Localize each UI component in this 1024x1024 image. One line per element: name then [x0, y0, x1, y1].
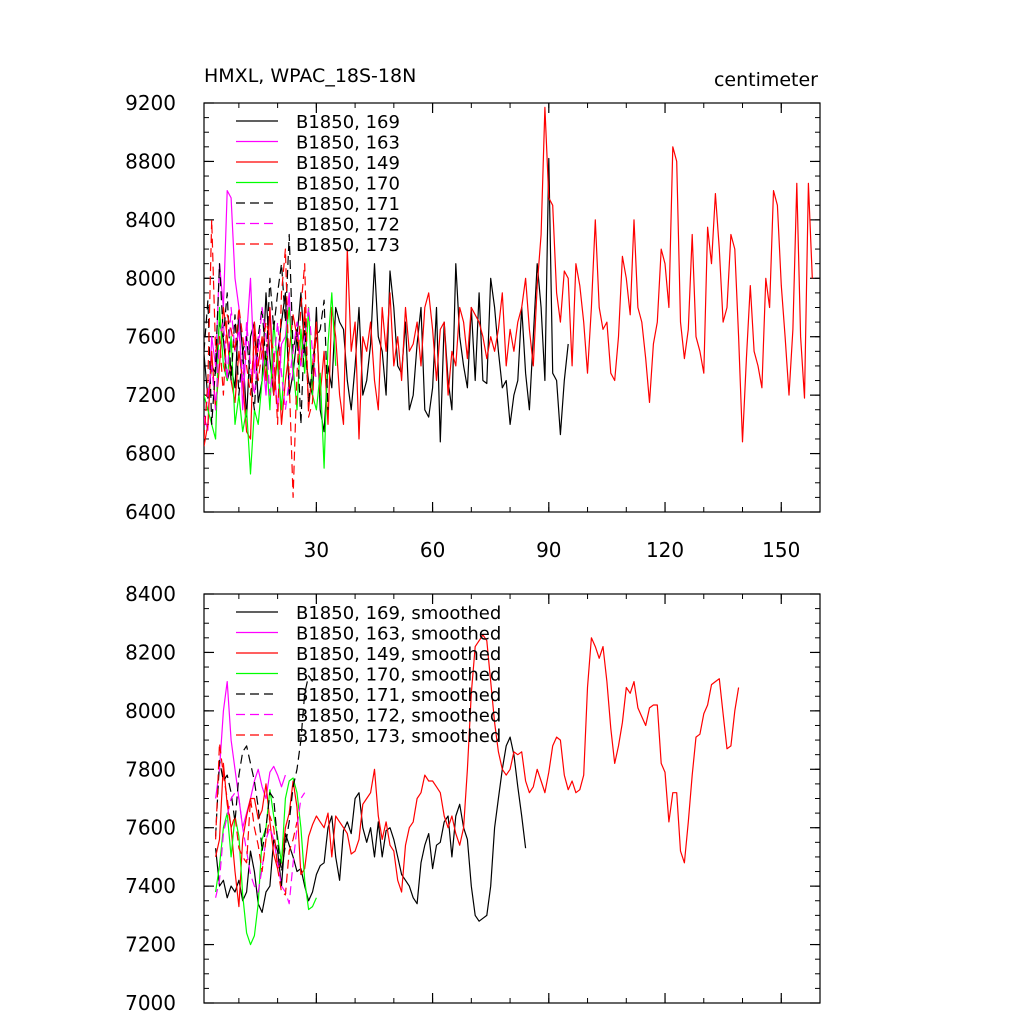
series-line-6 [204, 306, 317, 425]
legend-label: B1850, 171, smoothed [296, 685, 501, 706]
series-line-3 [215, 634, 740, 908]
x-tick-label: 90 [536, 538, 561, 562]
y-tick-label: 6400 [125, 500, 176, 524]
legend-label: B1850, 171 [296, 194, 400, 215]
x-tick-label: 60 [420, 538, 445, 562]
y-tick-label: 6800 [125, 442, 176, 466]
series-line-1 [204, 157, 569, 443]
y-tick-label: 8400 [125, 208, 176, 232]
y-tick-label: 8400 [125, 582, 176, 606]
y-tick-label: 7800 [125, 757, 176, 781]
y-tick-label: 8800 [125, 149, 176, 173]
series-line-7 [204, 219, 317, 498]
y-tick-label: 8200 [125, 640, 176, 664]
units-label: centimeter [714, 69, 818, 91]
y-tick-label: 8000 [125, 699, 176, 723]
legend-label: B1850, 173 [296, 235, 400, 256]
series-group [204, 106, 813, 498]
y-tick-label: 7600 [125, 816, 176, 840]
series-line-2 [204, 190, 294, 431]
y-tick-label: 7600 [125, 325, 176, 349]
series-line-4 [204, 292, 337, 475]
x-tick-label: 30 [304, 538, 329, 562]
y-tick-label: 7200 [125, 933, 176, 957]
legend-label: B1850, 149, smoothed [296, 644, 501, 665]
y-tick-label: 7200 [125, 383, 176, 407]
series-group [215, 634, 740, 946]
y-tick-label: 7000 [125, 991, 176, 1015]
series-line-1 [215, 736, 527, 922]
legend-label: B1850, 172 [296, 215, 400, 236]
legend-label: B1850, 173, smoothed [296, 726, 501, 747]
bottom-panel: 7000 7200 7400 7600 7800 8000 8200 8400 B1850, 1… [125, 582, 821, 1015]
legend-label: B1850, 170 [296, 174, 400, 195]
legend-label: B1850, 163, smoothed [296, 624, 501, 645]
x-tick-label: 150 [762, 538, 800, 562]
legend-label: B1850, 169, smoothed [296, 603, 501, 624]
legend-label: B1850, 163 [296, 133, 400, 154]
y-tick-label: 8000 [125, 266, 176, 290]
y-tick-label: 7400 [125, 874, 176, 898]
legend-label: B1850, 170, smoothed [296, 665, 501, 686]
x-tick-label: 120 [646, 538, 684, 562]
legend-label: B1850, 149 [296, 153, 400, 174]
top-panel: HMXL, WPAC_18S-18N centimeter 6400 6800 72… [125, 65, 821, 562]
legend-label: B1850, 172, smoothed [296, 706, 501, 727]
series-line-4 [215, 777, 317, 946]
legend-label: B1850, 169 [296, 112, 400, 133]
chart-title: HMXL, WPAC_18S-18N [204, 65, 416, 87]
y-tick-label: 9200 [125, 91, 176, 115]
series-line-6 [215, 792, 306, 905]
